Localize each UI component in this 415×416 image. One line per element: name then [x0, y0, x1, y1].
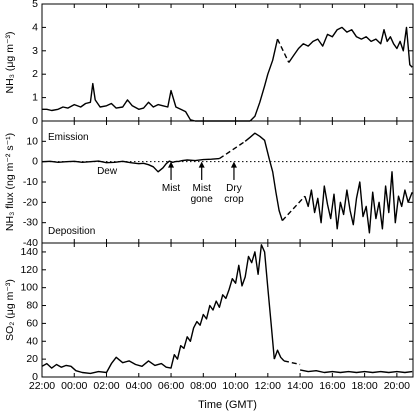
- annotation-deposition: Deposition: [48, 226, 95, 237]
- y-tick-label: 3: [32, 45, 38, 57]
- y-tick-label: 2: [32, 68, 38, 80]
- x-tick-label: 08:00: [190, 380, 216, 392]
- series-line-segment: [288, 26, 413, 68]
- annotation-arrow-head: [230, 161, 237, 168]
- series-line-segment: [244, 132, 271, 160]
- x-tick-label: 18:00: [351, 380, 377, 392]
- y-tick-label: 0: [32, 371, 38, 383]
- y-tick-label: 20: [26, 353, 38, 365]
- series-line-segment: [42, 82, 251, 122]
- x-tick-label: 22:00: [29, 380, 55, 392]
- annotation-emission: Emission: [48, 132, 89, 143]
- y-axis-label: SO₂ (μg m⁻³): [4, 279, 16, 341]
- x-tick-label: 14:00: [287, 380, 313, 392]
- panel-3: 0 20 40 60 80 100 120 140 SO₂ (μg m⁻³) 22:00 00:00…: [4, 242, 414, 411]
- annotation-label: gone: [191, 194, 214, 205]
- y-tick-label: 0: [32, 156, 38, 168]
- y-tick-label: 4: [32, 21, 38, 33]
- series-line-segment: [283, 360, 301, 366]
- panel-frame: [41, 242, 414, 378]
- series-line-segment: [281, 195, 306, 222]
- y-tick-label: 5: [32, 0, 38, 10]
- annotation-label: Dry: [226, 183, 242, 194]
- y-tick-label: 1: [32, 92, 38, 104]
- series-line-segment: [249, 38, 279, 122]
- annotation-arrow-head: [168, 161, 175, 168]
- annotation-label: Mist: [162, 183, 181, 194]
- series-line-segment: [41, 157, 220, 173]
- y-tick-label: -10: [23, 176, 38, 188]
- annotation-label: crop: [224, 194, 244, 205]
- x-tick-label: 10:00: [222, 380, 248, 392]
- x-tick-label: 20:00: [384, 380, 410, 392]
- y-axis-label: NH₃ (μg m⁻³): [4, 32, 16, 94]
- panel-2: -40 -30 -20 -10 0 10 NH₃ flux (ng m⁻² s⁻¹) Emis…: [4, 120, 414, 249]
- x-tick-label: 00:00: [61, 380, 87, 392]
- panel-1: 0 1 2 3 4 5 NH₃ (μg m⁻³): [4, 0, 414, 127]
- x-tick-label: 12:00: [255, 380, 281, 392]
- x-axis-label: Time (GMT): [198, 399, 257, 411]
- series-line-segment: [273, 349, 285, 362]
- x-tick-label: 06:00: [158, 380, 184, 392]
- y-tick-label: 140: [20, 246, 38, 258]
- x-tick-label: 02:00: [93, 380, 119, 392]
- y-tick-label: 40: [26, 335, 38, 347]
- y-tick-label: 100: [20, 282, 38, 294]
- x-tick-label: 04:00: [126, 380, 152, 392]
- y-tick-label: -30: [23, 217, 38, 229]
- y-tick-label: 120: [20, 264, 38, 276]
- series-line-segment: [304, 171, 413, 234]
- y-tick-label: 10: [26, 135, 38, 147]
- annotation-arrow-head: [198, 161, 205, 168]
- series-line-segment: [276, 38, 290, 63]
- y-tick-label: -20: [23, 196, 38, 208]
- y-tick-label: 80: [26, 300, 38, 312]
- series-line-segment: [268, 159, 283, 221]
- y-tick-label: 60: [26, 317, 38, 329]
- annotation-dew: Dew: [97, 166, 118, 177]
- x-tick-label: 16:00: [319, 380, 345, 392]
- series-line-segment: [219, 140, 246, 160]
- plot-layer: 0 1 2 3 4 5 NH₃ (μg m⁻³) -40 -30 -20 -10 0 10 NH₃ flu…: [4, 0, 414, 411]
- series-line-segment: [299, 369, 413, 374]
- y-tick-label: 0: [32, 115, 38, 127]
- annotation-label: Mist: [193, 183, 212, 194]
- y-axis-label: NH₃ flux (ng m⁻² s⁻¹): [4, 133, 16, 231]
- y-tick-label: -40: [23, 237, 38, 249]
- series-line-segment: [41, 244, 275, 375]
